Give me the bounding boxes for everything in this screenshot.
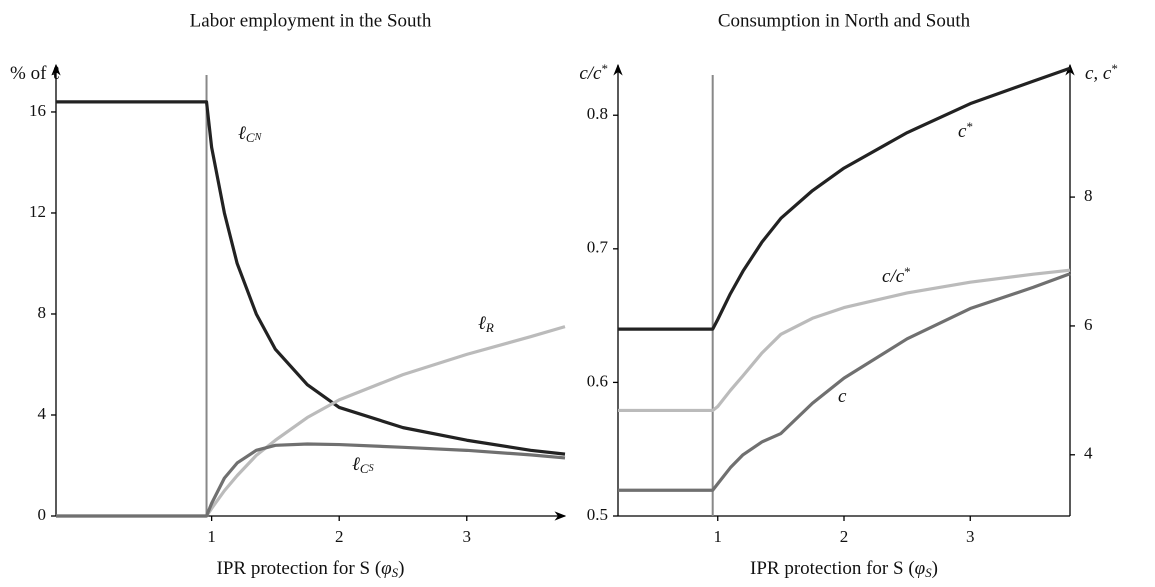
series-line xyxy=(618,268,1071,413)
y2-tick-label: 8 xyxy=(1084,186,1093,205)
y2-axis-label: c, c* xyxy=(1085,61,1118,85)
series-label: c/c* xyxy=(882,264,911,288)
y-tick-label: 12 xyxy=(29,202,46,221)
y-axis-label: c/c* xyxy=(579,61,608,85)
chart-title: Consumption in North and South xyxy=(718,10,971,31)
x-axis-label: IPR protection for S (φS) xyxy=(217,558,405,580)
x-axis-label: IPR protection for S (φS) xyxy=(750,558,938,580)
series-line xyxy=(56,100,566,456)
y2-tick-label: 4 xyxy=(1084,444,1093,463)
series-label: ℓCN xyxy=(238,123,263,145)
y-tick-label: 0.8 xyxy=(587,104,608,123)
series-label: ℓCS xyxy=(352,454,374,476)
x-tick-label: 1 xyxy=(713,527,722,546)
series-label: c xyxy=(838,386,847,407)
y-axis-label: % of ℓ xyxy=(10,63,60,84)
x-tick-label: 2 xyxy=(335,527,344,546)
y2-tick-label: 6 xyxy=(1084,315,1093,334)
y-tick-label: 4 xyxy=(38,404,47,423)
y-tick-label: 8 xyxy=(38,303,47,322)
y-tick-label: 0.6 xyxy=(587,371,608,390)
x-tick-label: 3 xyxy=(463,527,472,546)
series-line xyxy=(618,66,1071,331)
chart-title: Labor employment in the South xyxy=(190,10,432,31)
series-label: c* xyxy=(958,119,973,143)
y-tick-label: 0.7 xyxy=(587,238,609,257)
x-tick-label: 3 xyxy=(966,527,975,546)
series-line xyxy=(56,442,566,518)
series-line xyxy=(56,325,566,518)
series-label: ℓR xyxy=(478,313,494,335)
y-tick-label: 0.5 xyxy=(587,505,608,524)
series-line xyxy=(618,272,1071,492)
x-tick-label: 2 xyxy=(840,527,849,546)
x-tick-label: 1 xyxy=(207,527,216,546)
y-tick-label: 0 xyxy=(38,505,47,524)
y-tick-label: 16 xyxy=(29,101,46,120)
